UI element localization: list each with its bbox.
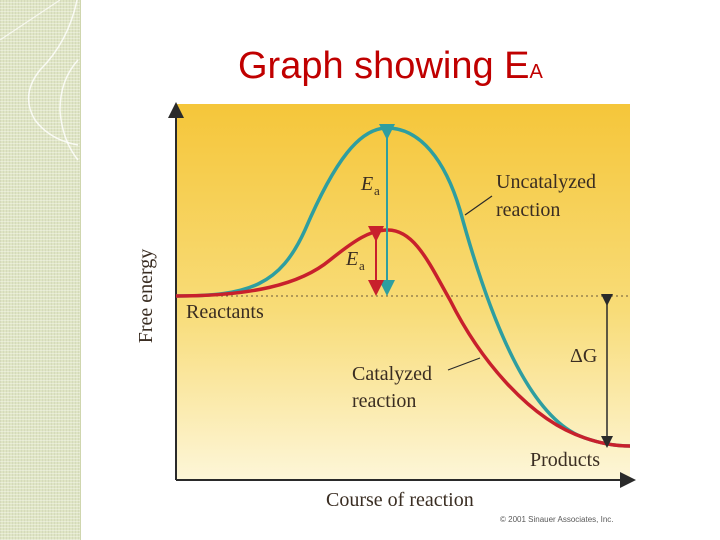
ea-uncatalyzed-subscript: a bbox=[374, 183, 380, 198]
uncatalyzed-label-line2: reaction bbox=[496, 199, 560, 221]
x-axis-label: Course of reaction bbox=[326, 489, 474, 511]
slide-sidebar-decoration bbox=[0, 0, 81, 540]
catalyzed-leader-line bbox=[447, 357, 481, 371]
delta-g-label: ΔG bbox=[570, 345, 597, 367]
catalyzed-curve bbox=[175, 228, 631, 448]
reactants-label: Reactants bbox=[186, 301, 264, 323]
copyright-text: © 2001 Sinauer Associates, Inc. bbox=[500, 515, 614, 524]
products-label: Products bbox=[530, 449, 600, 471]
ea-catalyzed-symbol: E bbox=[345, 248, 358, 270]
ea-catalyzed-subscript: a bbox=[359, 258, 365, 273]
y-axis-label: Free energy bbox=[135, 249, 157, 344]
title-subscript-text: A bbox=[529, 61, 543, 83]
activation-energy-diagram: Free energy Course of reaction Uncatalyz… bbox=[135, 102, 636, 524]
title-main-text: Graph showing E bbox=[238, 45, 530, 87]
ea-uncatalyzed-symbol: E bbox=[360, 173, 373, 195]
catalyzed-label-line2: reaction bbox=[352, 390, 416, 412]
uncatalyzed-leader-line bbox=[464, 195, 493, 216]
catalyzed-label-line1: Catalyzed bbox=[352, 363, 432, 385]
slide-title: Graph showing EA bbox=[238, 45, 543, 88]
uncatalyzed-label-line1: Uncatalyzed bbox=[496, 171, 596, 193]
decorative-swirl-icon bbox=[0, 0, 79, 161]
